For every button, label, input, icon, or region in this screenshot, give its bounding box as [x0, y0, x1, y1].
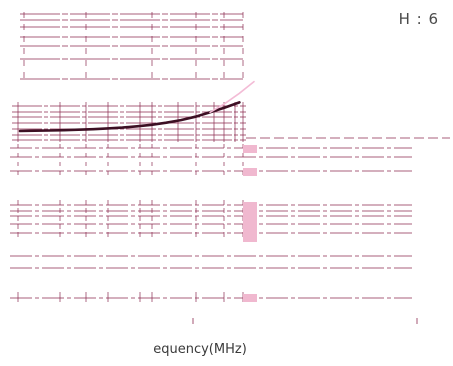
highlight-band [243, 202, 257, 242]
highlight-band [243, 145, 257, 153]
series-line-0 [18, 101, 241, 133]
highlight-band [243, 294, 257, 302]
x-axis-label: equency(MHz) [153, 342, 247, 357]
series-line-1 [209, 80, 255, 114]
highlight-band [243, 168, 257, 176]
corner-label: H : 6 [398, 10, 439, 28]
